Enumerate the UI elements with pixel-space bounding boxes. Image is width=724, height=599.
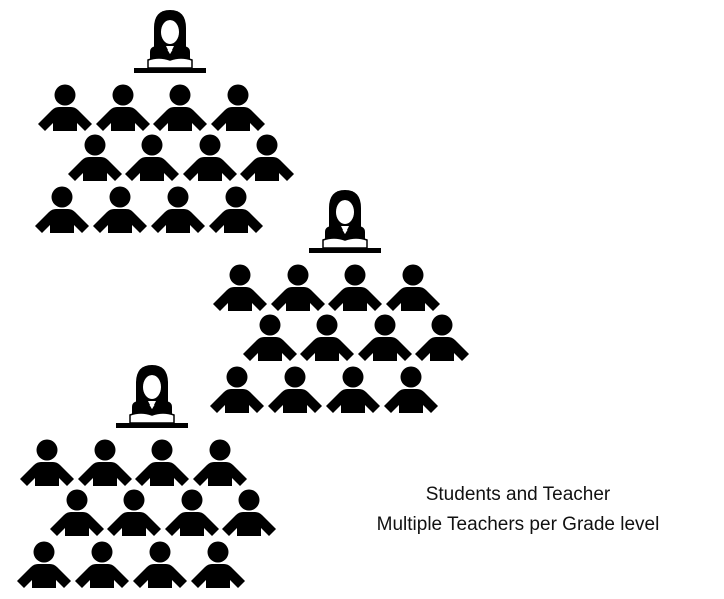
student-icon (210, 367, 264, 414)
student-icon (384, 367, 438, 414)
student-icon (151, 187, 205, 234)
student-icon (300, 315, 354, 362)
student-icon (240, 135, 294, 182)
teacher-icon (309, 190, 381, 253)
student-icon (38, 85, 92, 132)
student-icon (20, 440, 74, 487)
student-icon (209, 187, 263, 234)
student-icon (415, 315, 469, 362)
student-icon (78, 440, 132, 487)
student-icon (191, 542, 245, 589)
page: {"caption": {"line1": "Students and Teac… (0, 0, 724, 599)
student-icon (268, 367, 322, 414)
student-icon (358, 315, 412, 362)
student-icon (328, 265, 382, 312)
student-icon (222, 490, 276, 537)
student-icon (68, 135, 122, 182)
student-icon (183, 135, 237, 182)
student-icon (17, 542, 71, 589)
class-group (35, 10, 294, 233)
diagram: Students and Teacher Multiple Teachers p… (0, 0, 724, 599)
student-icon (193, 440, 247, 487)
student-icon (133, 542, 187, 589)
student-icon (211, 85, 265, 132)
student-icon (326, 367, 380, 414)
student-icon (35, 187, 89, 234)
teacher-icon (134, 10, 206, 73)
teacher-icon (116, 365, 188, 428)
student-icon (153, 85, 207, 132)
student-icon (243, 315, 297, 362)
student-icon (165, 490, 219, 537)
student-icon (135, 440, 189, 487)
student-icon (271, 265, 325, 312)
student-icon (93, 187, 147, 234)
student-icon (96, 85, 150, 132)
student-icon (213, 265, 267, 312)
student-icon (107, 490, 161, 537)
student-icon (75, 542, 129, 589)
student-icon (50, 490, 104, 537)
student-icon (125, 135, 179, 182)
caption-line: Students and Teacher (426, 484, 611, 505)
student-icon (386, 265, 440, 312)
caption-line: Multiple Teachers per Grade level (377, 514, 660, 535)
